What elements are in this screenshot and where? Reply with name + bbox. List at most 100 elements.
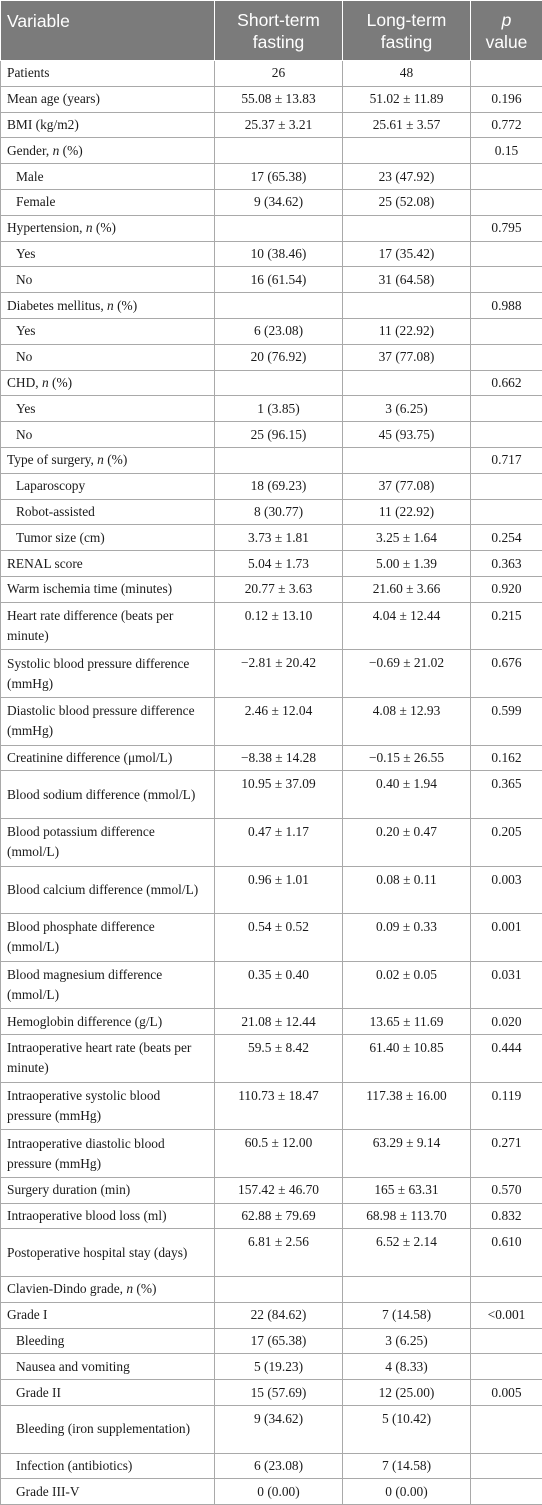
p-value — [471, 344, 542, 370]
long-term-value: 25.61 ± 3.57 — [343, 112, 471, 138]
short-term-value: 0.47 ± 1.17 — [215, 818, 343, 866]
row-label-text: Postoperative hospital stay (days) — [7, 1245, 187, 1260]
row-label: Heart rate difference (beats per minute) — [1, 602, 215, 650]
short-term-value: 0.12 ± 13.10 — [215, 602, 343, 650]
table-row: Gender, n (%) 0.15 — [1, 138, 542, 164]
row-label-italic: n — [42, 375, 49, 390]
row-label-text: Blood potassium difference (mmol/L) — [7, 824, 155, 859]
short-term-value: 1 (3.85) — [215, 396, 343, 422]
p-value: 0.570 — [471, 1177, 542, 1203]
p-value — [471, 61, 542, 87]
row-label: Intraoperative systolic blood pressure (… — [1, 1082, 215, 1130]
row-label-text: Intraoperative diastolic blood pressure … — [7, 1136, 165, 1171]
row-label-text: Diabetes mellitus, — [7, 298, 107, 313]
row-label-text: Gender, — [7, 143, 53, 158]
row-label: Patients — [1, 61, 215, 87]
table-row: Hemoglobin difference (g/L) 21.08 ± 12.44… — [1, 1009, 542, 1035]
p-value — [471, 473, 542, 499]
long-term-value: 117.38 ± 16.00 — [343, 1082, 471, 1130]
short-term-value — [215, 447, 343, 473]
row-label: Gender, n (%) — [1, 138, 215, 164]
short-term-value: 3.73 ± 1.81 — [215, 525, 343, 551]
long-term-value: 21.60 ± 3.66 — [343, 576, 471, 602]
p-value: 0.162 — [471, 745, 542, 771]
table-row: Clavien-Dindo grade, n (%) — [1, 1277, 542, 1303]
short-term-value: 0.35 ± 0.40 — [215, 961, 343, 1009]
row-label: Tumor size (cm) — [1, 525, 215, 551]
long-term-value: 0 (0.00) — [343, 1479, 471, 1505]
row-label-text: Grade III-V — [16, 1484, 80, 1499]
short-term-value: 10 (38.46) — [215, 241, 343, 267]
row-label-text: Laparoscopy — [16, 478, 85, 493]
short-term-value — [215, 370, 343, 396]
row-label-italic: n — [86, 220, 93, 235]
long-term-value: 5 (10.42) — [343, 1406, 471, 1454]
long-term-value: 11 (22.92) — [343, 318, 471, 344]
p-value: 0.920 — [471, 576, 542, 602]
row-label: Grade III-V — [1, 1479, 215, 1505]
p-value — [471, 318, 542, 344]
long-term-value: 0.08 ± 0.11 — [343, 866, 471, 914]
short-term-value — [215, 138, 343, 164]
table-row: Diabetes mellitus, n (%)0.988 — [1, 293, 542, 319]
table-row: Intraoperative systolic blood pressure (… — [1, 1082, 542, 1130]
short-term-value: 0.54 ± 0.52 — [215, 914, 343, 962]
short-term-value — [215, 293, 343, 319]
table-row: Creatinine difference (μmol/L)−8.38 ± 14… — [1, 745, 542, 771]
short-term-value: 6 (23.08) — [215, 318, 343, 344]
p-value: 0.003 — [471, 866, 542, 914]
short-term-value: 6.81 ± 2.56 — [215, 1229, 343, 1277]
row-label-text: Female — [16, 194, 55, 209]
row-label: Clavien-Dindo grade, n (%) — [1, 1277, 215, 1303]
row-label-text: CHD, — [7, 375, 42, 390]
p-value: 0.15 — [471, 138, 542, 164]
row-label-text: Yes — [16, 323, 35, 338]
row-label-text: No — [16, 427, 32, 442]
row-label: Yes — [1, 241, 215, 267]
row-label-text: Intraoperative systolic blood pressure (… — [7, 1088, 160, 1123]
p-value: 0.363 — [471, 551, 542, 577]
short-term-value: 5 (19.23) — [215, 1354, 343, 1380]
row-label: Blood sodium difference (mmol/L) — [1, 771, 215, 819]
row-label: Type of surgery, n (%) — [1, 447, 215, 473]
table-row: Intraoperative heart rate (beats per min… — [1, 1035, 542, 1083]
row-label: Diabetes mellitus, n (%) — [1, 293, 215, 319]
row-label-text: Heart rate difference (beats per minute) — [7, 608, 173, 643]
row-label: Grade I — [1, 1302, 215, 1328]
short-term-value: 2.46 ± 12.04 — [215, 697, 343, 745]
row-label: Female — [1, 189, 215, 215]
p-value: <0.001 — [471, 1302, 542, 1328]
long-term-value — [343, 215, 471, 241]
row-label: No — [1, 267, 215, 293]
p-value — [471, 1328, 542, 1354]
p-value: 0.832 — [471, 1203, 542, 1229]
row-label: Hypertension, n (%) — [1, 215, 215, 241]
long-term-value: 63.29 ± 9.14 — [343, 1130, 471, 1178]
row-label-text: Diastolic blood pressure difference (mmH… — [7, 703, 195, 738]
p-value: 0.717 — [471, 447, 542, 473]
header-variable: Variable — [1, 1, 215, 61]
short-term-value: 9 (34.62) — [215, 189, 343, 215]
row-label-text: Hemoglobin difference (g/L) — [7, 1014, 162, 1029]
p-value: 0.610 — [471, 1229, 542, 1277]
row-label: Mean age (years) — [1, 86, 215, 112]
row-label-text: Robot-assisted — [16, 504, 95, 519]
long-term-value: 0.20 ± 0.47 — [343, 818, 471, 866]
table-row: CHD, n (%)0.662 — [1, 370, 542, 396]
row-label: Hemoglobin difference (g/L) — [1, 1009, 215, 1035]
long-term-value: 13.65 ± 11.69 — [343, 1009, 471, 1035]
long-term-value: 0.40 ± 1.94 — [343, 771, 471, 819]
row-label: CHD, n (%) — [1, 370, 215, 396]
row-label: No — [1, 422, 215, 448]
p-value — [471, 1354, 542, 1380]
table-row: Blood calcium difference (mmol/L)0.96 ± … — [1, 866, 542, 914]
table-row: Heart rate difference (beats per minute)… — [1, 602, 542, 650]
row-label: Robot-assisted — [1, 499, 215, 525]
short-term-value: 21.08 ± 12.44 — [215, 1009, 343, 1035]
p-value: 0.444 — [471, 1035, 542, 1083]
